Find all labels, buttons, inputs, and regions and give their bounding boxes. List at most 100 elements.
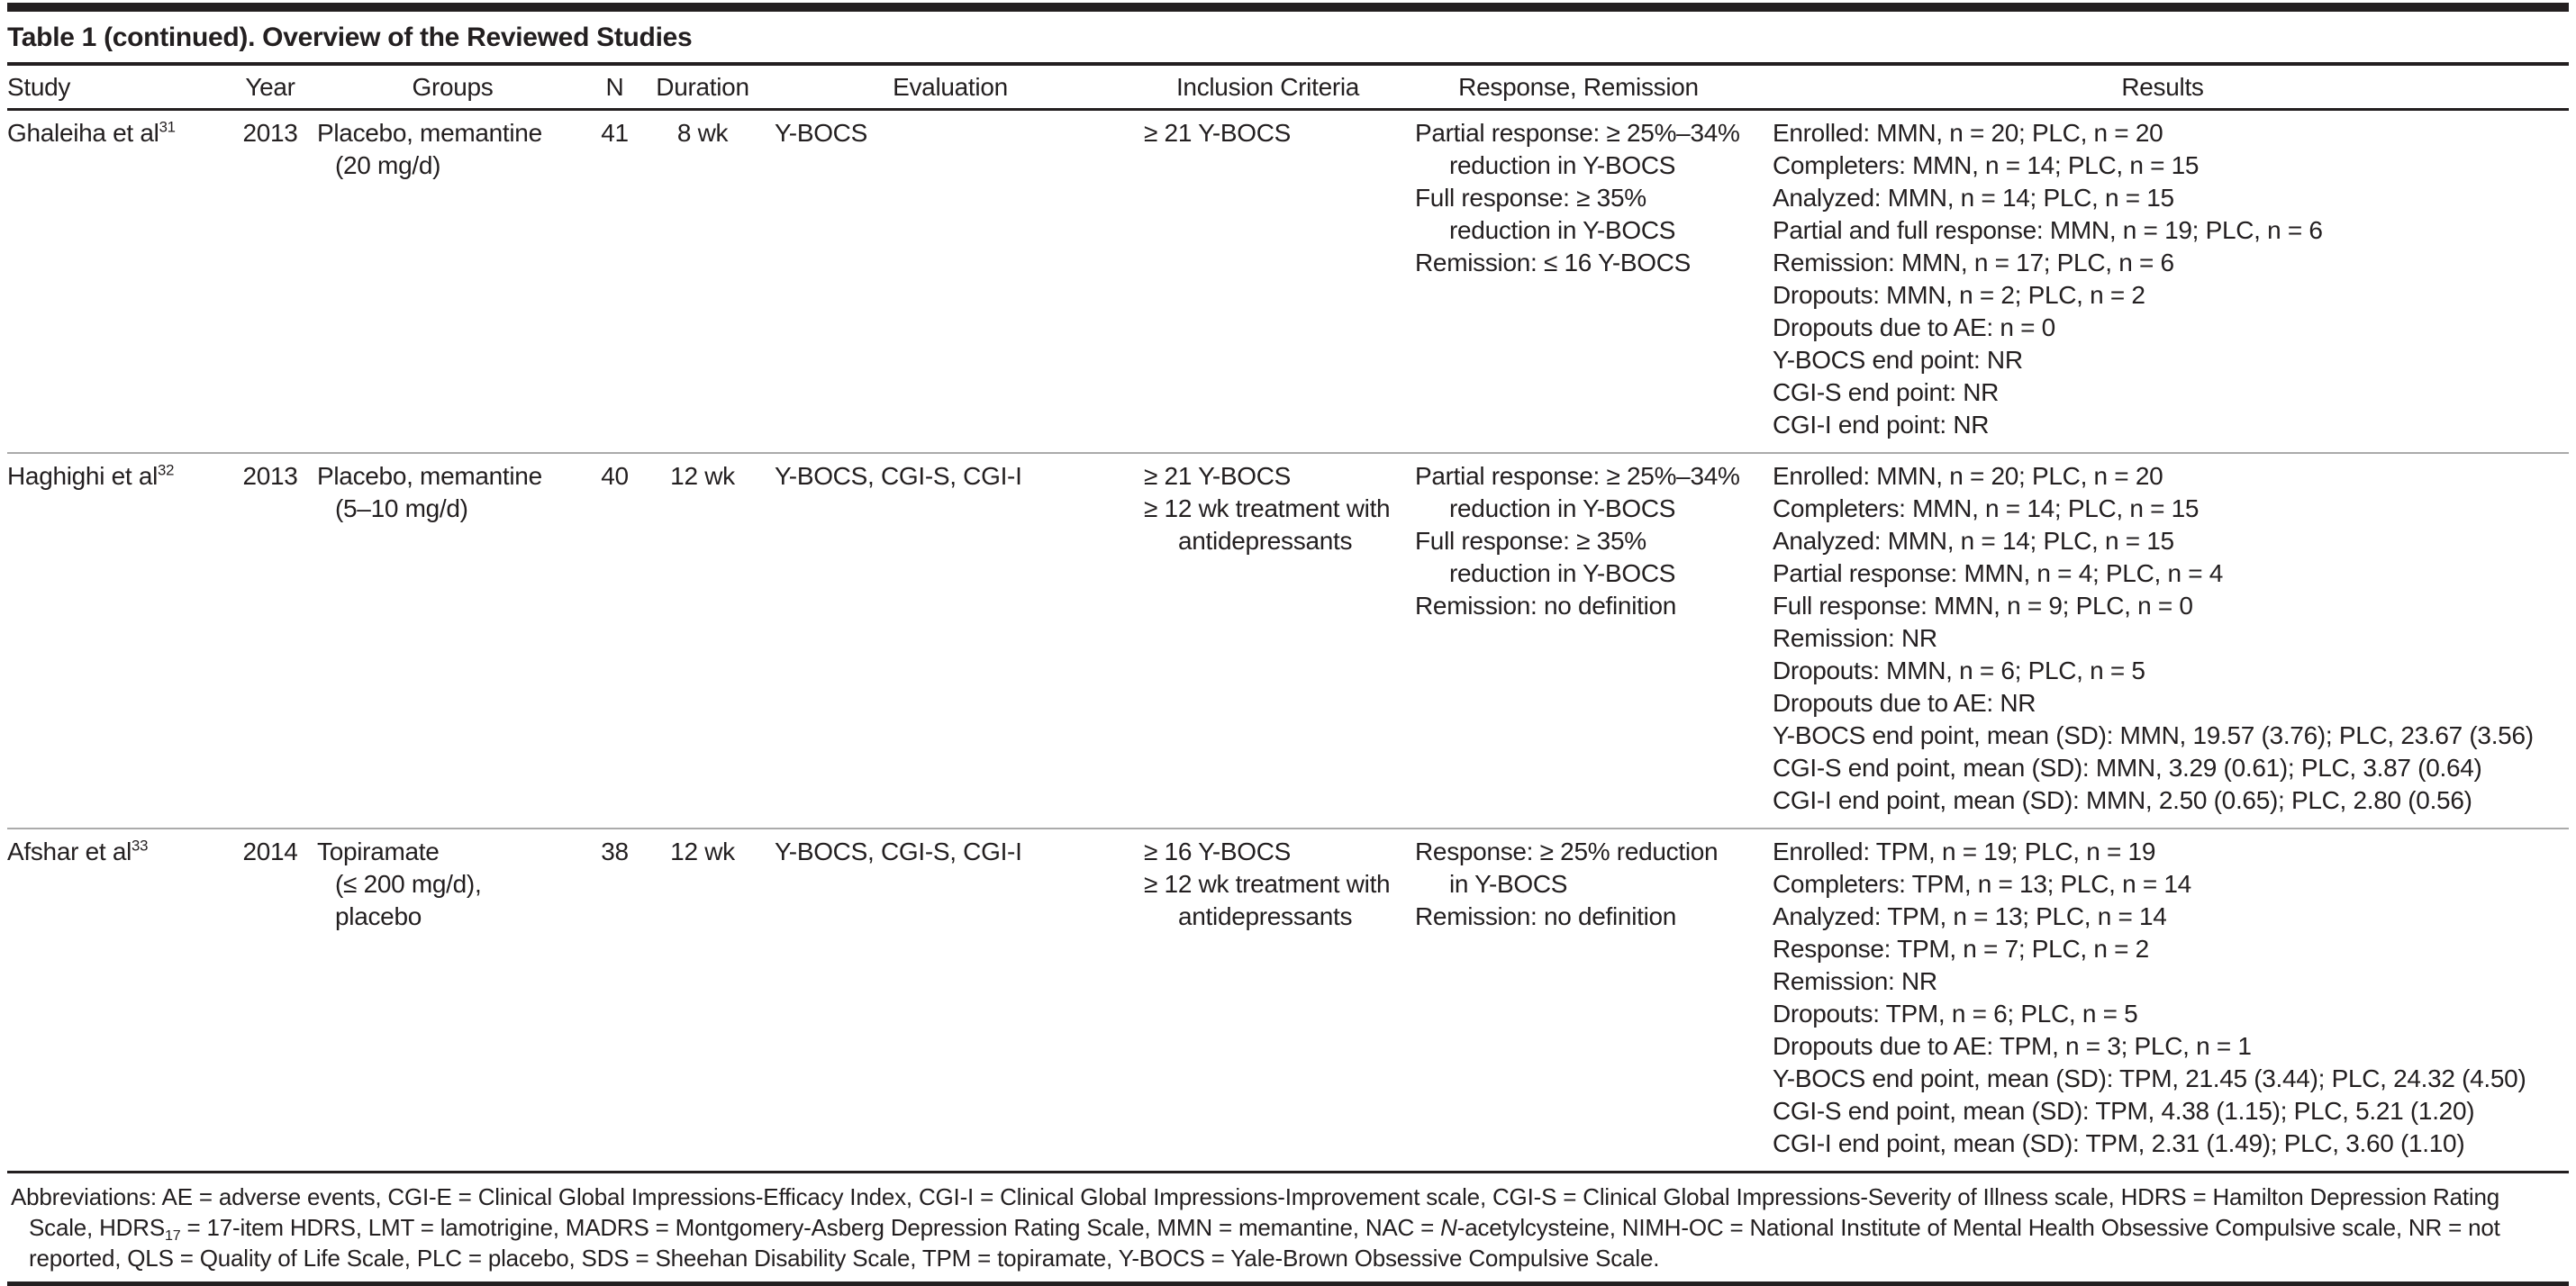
cell-line: reduction in Y-BOCS — [1449, 151, 1676, 179]
results-cell: Enrolled: TPM, n = 19; PLC, n = 19 Comple… — [1756, 828, 2569, 1171]
cell-line: Y-BOCS, CGI-S, CGI-I — [775, 462, 1022, 490]
studies-table: Study Year Groups N Duration Evaluation Inclus… — [7, 66, 2569, 1171]
column-header-duration: Duration — [639, 66, 766, 111]
cell-line: CGI-I end point: NR — [1773, 411, 1990, 439]
cell-line: ≥ 16 Y-BOCS — [1144, 838, 1292, 865]
cell-line: CGI-I end point, mean (SD): MMN, 2.50 (0… — [1773, 786, 2472, 814]
n-cell: 41 — [601, 119, 629, 147]
cell-line: antidepressants — [1178, 902, 1353, 930]
groups-cell: Topiramate (≤ 200 mg/d), placebo — [315, 828, 590, 1171]
cell-line: CGI-S end point, mean (SD): MMN, 3.29 (0… — [1773, 754, 2482, 782]
cell-line: Completers: TPM, n = 13; PLC, n = 14 — [1773, 870, 2191, 898]
table-header: Study Year Groups N Duration Evaluation Inclus… — [7, 66, 2569, 111]
year-cell: 2013 — [225, 452, 315, 829]
cell-line: Dropouts due to AE: NR — [1773, 689, 2036, 717]
reference-superscript: 31 — [159, 118, 176, 136]
cell-line: Completers: MMN, n = 14; PLC, n = 15 — [1773, 151, 2200, 179]
column-header-results: Results — [1756, 66, 2569, 111]
column-header-evaluation: Evaluation — [766, 66, 1135, 111]
cell-line: Enrolled: TPM, n = 19; PLC, n = 19 — [1773, 838, 2156, 865]
response-cell: Partial response: ≥ 25%–34% reduction in … — [1401, 452, 1756, 829]
footnote-text: -acetylcysteine, NIMH-OC = National Inst… — [29, 1214, 2500, 1272]
inclusion-cell: ≥ 21 Y-BOCS — [1135, 110, 1401, 454]
cell-line: CGI-I end point, mean (SD): TPM, 2.31 (1… — [1773, 1129, 2465, 1157]
column-header-inclusion: Inclusion Criteria — [1135, 66, 1401, 111]
cell-line: Remission: no definition — [1415, 902, 1677, 930]
cell-line: Y-BOCS end point, mean (SD): TPM, 21.45 … — [1773, 1064, 2526, 1092]
cell-line: Remission: no definition — [1415, 592, 1677, 620]
inclusion-cell: ≥ 16 Y-BOCS ≥ 12 wk treatment with antidep… — [1135, 828, 1401, 1171]
cell-line: in Y-BOCS — [1449, 870, 1568, 898]
italic-text: N — [1440, 1214, 1457, 1241]
table-row: Ghaleiha et al31 2013 Placebo, memantine (2… — [7, 110, 2569, 454]
cell-line: Dropouts due to AE: TPM, n = 3; PLC, n =… — [1773, 1032, 2252, 1060]
evaluation-cell: Y-BOCS, CGI-S, CGI-I — [766, 828, 1135, 1171]
column-header-year: Year — [225, 66, 315, 111]
cell-line: reduction in Y-BOCS — [1449, 494, 1676, 522]
cell-line: Dropouts due to AE: n = 0 — [1773, 313, 2055, 341]
cell-line: Partial and full response: MMN, n = 19; … — [1773, 216, 2323, 244]
table-row: Haghighi et al32 2013 Placebo, memantine (5… — [7, 452, 2569, 829]
abbreviations-note: Abbreviations: AE = adverse events, CGI-… — [7, 1171, 2569, 1286]
n-cell: 38 — [590, 828, 639, 1171]
year-cell: 2013 — [242, 119, 298, 147]
cell-line: Remission: MMN, n = 17; PLC, n = 6 — [1773, 249, 2174, 276]
cell-line: CGI-S end point, mean (SD): TPM, 4.38 (1… — [1773, 1097, 2475, 1125]
column-header-groups: Groups — [315, 66, 590, 111]
cell-line: Analyzed: MMN, n = 14; PLC, n = 15 — [1773, 184, 2174, 212]
duration-cell: 12 wk — [639, 828, 766, 1171]
duration-cell: 12 wk — [639, 452, 766, 829]
cell-line: Dropouts: MMN, n = 6; PLC, n = 5 — [1773, 657, 2145, 684]
cell-line: placebo — [335, 902, 422, 930]
cell-line: (≤ 200 mg/d), — [335, 870, 482, 898]
cell-line: (5–10 mg/d) — [335, 494, 468, 522]
cell-line: ≥ 12 wk treatment with — [1144, 870, 1391, 898]
cell-line: Partial response: ≥ 25%–34% — [1415, 119, 1740, 147]
cell-line: ≥ 21 Y-BOCS — [1144, 462, 1292, 490]
study-cell: Haghighi et al32 — [7, 452, 225, 829]
groups-cell: Placebo, memantine (20 mg/d) — [315, 110, 590, 454]
year-cell: 2014 — [225, 828, 315, 1171]
footnote-text: Abbreviations: AE = adverse events, CGI-… — [11, 1183, 2499, 1241]
cell-line: Full response: ≥ 35% — [1415, 184, 1646, 212]
cell-line: Analyzed: TPM, n = 13; PLC, n = 14 — [1773, 902, 2167, 930]
cell-line: reduction in Y-BOCS — [1449, 559, 1676, 587]
cell-line: Partial response: ≥ 25%–34% — [1415, 462, 1740, 490]
cell-line: Analyzed: MMN, n = 14; PLC, n = 15 — [1773, 527, 2174, 555]
cell-line: Remission: NR — [1773, 967, 1937, 995]
n-cell: 40 — [590, 452, 639, 829]
cell-line: Dropouts: MMN, n = 2; PLC, n = 2 — [1773, 281, 2145, 309]
study-cell: Ghaleiha et al31 — [7, 118, 176, 147]
inclusion-cell: ≥ 21 Y-BOCS ≥ 12 wk treatment with antidep… — [1135, 452, 1401, 829]
response-cell: Partial response: ≥ 25%–34% reduction in … — [1401, 110, 1756, 454]
cell-line: Remission: ≤ 16 Y-BOCS — [1415, 249, 1692, 276]
cell-line: Full response: MMN, n = 9; PLC, n = 0 — [1773, 592, 2193, 620]
duration-cell: 8 wk — [676, 119, 729, 147]
cell-line: ≥ 12 wk treatment with — [1144, 494, 1391, 522]
table-title: Table 1 (continued). Overview of the Rev… — [7, 12, 2569, 66]
cell-line: Placebo, memantine — [317, 462, 542, 490]
cell-line: ≥ 21 Y-BOCS — [1144, 119, 1292, 147]
cell-line: Dropouts: TPM, n = 6; PLC, n = 5 — [1773, 1000, 2138, 1028]
reference-superscript: 33 — [132, 837, 149, 855]
table-row: Afshar et al33 2014 Topiramate (≤ 200 mg/d)… — [7, 828, 2569, 1171]
response-cell: Response: ≥ 25% reduction in Y-BOCS Remiss… — [1401, 828, 1756, 1171]
cell-line: Response: TPM, n = 7; PLC, n = 2 — [1773, 935, 2149, 963]
cell-line: Response: ≥ 25% reduction — [1415, 838, 1719, 865]
cell-line: reduction in Y-BOCS — [1449, 216, 1676, 244]
cell-line: (20 mg/d) — [335, 151, 441, 179]
cell-line: Placebo, memantine — [317, 119, 542, 147]
cell-line: Y-BOCS — [775, 119, 867, 147]
reference-superscript: 32 — [158, 461, 175, 479]
results-cell: Enrolled: MMN, n = 20; PLC, n = 20 Comple… — [1756, 110, 2569, 454]
results-cell: Enrolled: MMN, n = 20; PLC, n = 20 Comple… — [1756, 452, 2569, 829]
cell-line: Remission: NR — [1773, 624, 1937, 652]
evaluation-cell: Y-BOCS, CGI-S, CGI-I — [766, 452, 1135, 829]
column-header-response: Response, Remission — [1401, 66, 1756, 111]
header-row: Study Year Groups N Duration Evaluation Inclus… — [7, 66, 2569, 111]
cell-line: Enrolled: MMN, n = 20; PLC, n = 20 — [1773, 462, 2163, 490]
cell-line: Enrolled: MMN, n = 20; PLC, n = 20 — [1773, 119, 2163, 147]
cell-line: Y-BOCS end point, mean (SD): MMN, 19.57 … — [1773, 721, 2534, 749]
cell-line: Full response: ≥ 35% — [1415, 527, 1646, 555]
